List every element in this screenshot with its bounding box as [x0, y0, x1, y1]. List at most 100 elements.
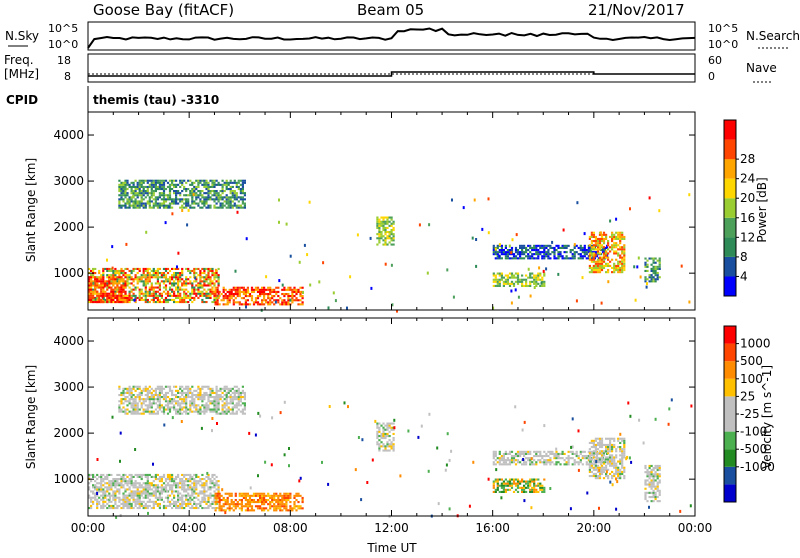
cell: [199, 274, 201, 276]
cell: [255, 495, 257, 497]
cell: [167, 501, 169, 503]
cell: [247, 509, 249, 511]
cell: [216, 276, 218, 278]
cell: [201, 184, 203, 186]
cell: [110, 486, 112, 488]
cell: [183, 402, 185, 404]
cell: [216, 484, 218, 486]
cell: [511, 283, 513, 285]
cell: [104, 295, 106, 297]
cell: [126, 484, 128, 486]
cell: [393, 221, 395, 223]
cell: [225, 289, 227, 291]
cell: [169, 282, 171, 284]
scatter-cell: [551, 241, 553, 244]
cell: [177, 501, 179, 503]
cell: [145, 299, 147, 301]
cell: [495, 453, 497, 455]
cell: [141, 478, 143, 480]
cell: [617, 475, 619, 477]
cell: [177, 402, 179, 404]
cell: [621, 463, 623, 465]
cell: [181, 400, 183, 402]
cell: [92, 484, 94, 486]
cell: [159, 409, 161, 411]
cell: [593, 456, 595, 458]
cell: [173, 409, 175, 411]
cell: [213, 392, 215, 394]
cell: [131, 188, 133, 190]
cell: [251, 297, 253, 299]
cell: [607, 452, 609, 454]
cell: [201, 411, 203, 413]
cell: [205, 280, 207, 282]
cell: [230, 398, 232, 400]
cell: [141, 495, 143, 497]
cell: [234, 396, 236, 398]
cell: [535, 253, 537, 255]
cell: [230, 394, 232, 396]
cell: [199, 411, 201, 413]
cell: [124, 295, 126, 297]
cell: [171, 180, 173, 182]
cell: [576, 453, 578, 455]
cell: [120, 297, 122, 299]
cell: [386, 443, 388, 445]
cell: [203, 284, 205, 286]
cell: [389, 439, 391, 441]
cell: [559, 253, 561, 255]
cell: [211, 482, 213, 484]
cell: [605, 438, 607, 440]
cell: [597, 238, 599, 240]
cell: [605, 271, 607, 273]
cell: [495, 275, 497, 277]
cell: [149, 203, 151, 205]
cell: [281, 509, 283, 511]
cell: [389, 231, 391, 233]
cell: [213, 207, 215, 209]
cell: [653, 268, 655, 270]
cell: [229, 293, 231, 295]
cell: [102, 274, 104, 276]
cell: [543, 489, 545, 491]
cell: [619, 232, 621, 234]
cell: [523, 257, 525, 259]
cell: [533, 489, 535, 491]
cell: [601, 473, 603, 475]
cell: [159, 478, 161, 480]
cell: [137, 386, 139, 388]
cell: [531, 487, 533, 489]
cell: [151, 270, 153, 272]
cell: [139, 268, 141, 270]
cell: [255, 297, 257, 299]
cell: [555, 461, 557, 463]
cell: [525, 283, 527, 285]
cell: [259, 291, 261, 293]
cell: [597, 467, 599, 469]
cell: [161, 184, 163, 186]
cell: [378, 241, 380, 243]
cell: [110, 282, 112, 284]
cell: [131, 493, 133, 495]
cell: [237, 301, 239, 303]
cell: [149, 198, 151, 200]
cell: [233, 289, 235, 291]
cell: [116, 505, 118, 507]
cell: [197, 480, 199, 482]
cell: [559, 463, 561, 465]
cell: [173, 274, 175, 276]
cell: [543, 283, 545, 285]
cell: [211, 184, 213, 186]
cell: [205, 207, 207, 209]
cell: [167, 409, 169, 411]
cell: [189, 207, 191, 209]
cell: [503, 459, 505, 461]
cell: [285, 495, 287, 497]
cell: [201, 196, 203, 198]
cell: [613, 236, 615, 238]
cell: [253, 289, 255, 291]
cell: [287, 299, 289, 301]
cell: [137, 402, 139, 404]
cell: [269, 297, 271, 299]
cell: [118, 478, 120, 480]
